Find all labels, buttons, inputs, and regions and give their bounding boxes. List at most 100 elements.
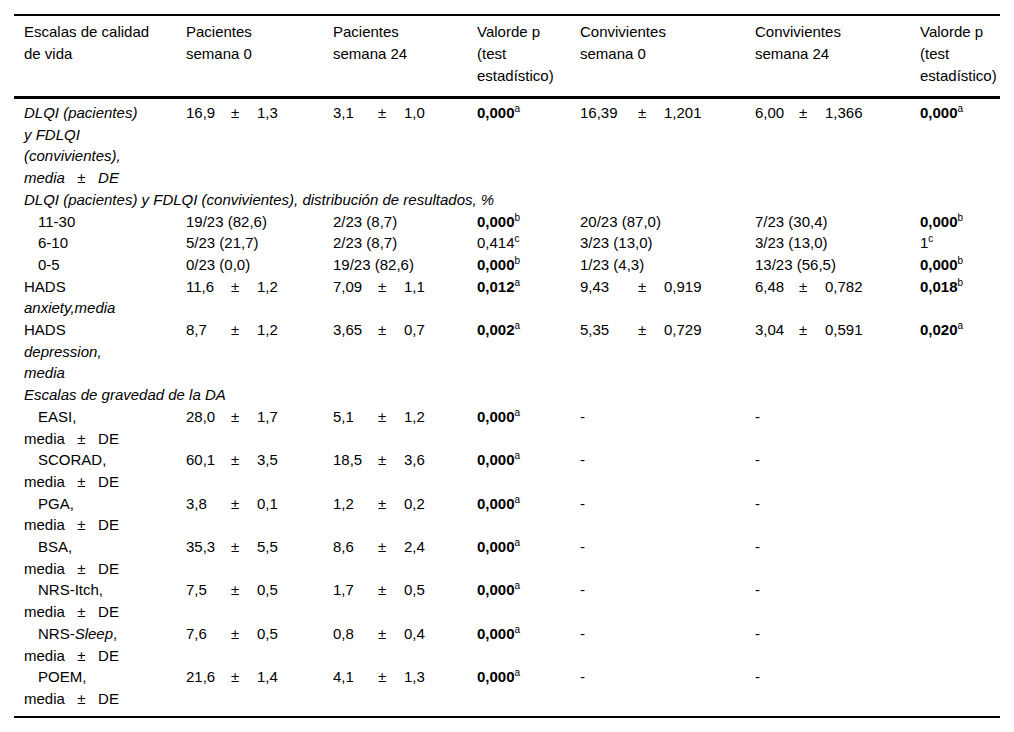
- column-header-pvalue-cohabitants: Valorde p(testestadístico): [910, 21, 1000, 87]
- mean-value: 7,6: [186, 623, 231, 645]
- p-value-cell: 0,000a: [467, 536, 570, 579]
- p-value-cell: 0,002a: [467, 319, 570, 384]
- dash-cell: -: [745, 493, 910, 536]
- header-line: Pacientes: [333, 21, 467, 43]
- p-value: 0,000: [477, 104, 515, 121]
- mean-value: 5,35: [580, 319, 638, 341]
- p-superscript: a: [515, 667, 521, 678]
- count-cell: 20/23 (87,0): [570, 211, 745, 233]
- sd-value: 5,5: [257, 538, 278, 555]
- mean-value: 3,04: [755, 319, 799, 341]
- row-label-cell: NRS-Itch, media ± DE: [14, 579, 176, 622]
- table-row: EASI,media ± DE28,0±1,75,1±1,20,000a--: [14, 406, 1000, 449]
- p-value-cell: 0,000a: [467, 449, 570, 492]
- row-label-line: media ± DE: [24, 514, 176, 536]
- mean-value: 7,09: [333, 276, 378, 298]
- header-line: estadístico): [477, 65, 570, 87]
- mean-sd-cell: 18,5±3,6: [323, 449, 467, 492]
- plus-minus: ±: [378, 406, 404, 428]
- mean-value: 28,0: [186, 406, 231, 428]
- row-label-text: media ± DE: [24, 473, 119, 490]
- sd-value: 1,7: [257, 408, 278, 425]
- row-label-line: media ± DE: [24, 601, 176, 623]
- sd-value: 3,6: [404, 451, 425, 468]
- row-label-text: media ± DE: [24, 430, 119, 447]
- row-label-text: media ± DE: [24, 516, 119, 533]
- mean-sd-cell: 7,6±0,5: [176, 623, 323, 666]
- row-label-line: (convivientes),: [24, 145, 176, 167]
- row-label-line: NRS-Itch,: [24, 579, 176, 601]
- table-header-row: Escalas de calidadde vidaPacientessemana…: [14, 16, 1000, 99]
- mean-value: 16,9: [186, 102, 231, 124]
- row-label-cell: BSA,media ± DE: [14, 536, 176, 579]
- sd-value: 1,1: [404, 278, 425, 295]
- p-superscript: a: [515, 320, 521, 331]
- row-label-text: NRS-Itch,: [38, 581, 103, 598]
- count-cell: 19/23 (82,6): [323, 254, 467, 276]
- row-label-text: media ± DE: [24, 647, 119, 664]
- row-label-line: media ± DE: [24, 471, 176, 493]
- count-cell: 3/23 (13,0): [745, 232, 910, 254]
- mean-sd-cell: 8,6±2,4: [323, 536, 467, 579]
- plus-minus: ±: [231, 319, 257, 341]
- empty-cell: [910, 536, 1000, 579]
- mean-value: 16,39: [580, 102, 638, 124]
- sd-value: 1,2: [257, 278, 278, 295]
- row-label-text: PGA,: [38, 495, 74, 512]
- header-line: Valorde p: [477, 21, 570, 43]
- mean-value: 60,1: [186, 449, 231, 471]
- section-row: DLQI (pacientes) y FDLQI (convivientes),…: [14, 189, 1000, 211]
- p-superscript: a: [515, 103, 521, 114]
- row-label-text: media ± DE: [24, 169, 119, 186]
- p-superscript: a: [515, 580, 521, 591]
- sd-value: 0,2: [404, 495, 425, 512]
- p-value: 0,000: [477, 256, 515, 273]
- dash-cell: -: [570, 536, 745, 579]
- header-line: semana 24: [333, 43, 467, 65]
- p-value: 0,000: [477, 408, 515, 425]
- column-header-patients-week24: Pacientessemana 24: [323, 21, 467, 87]
- mean-sd-cell: 3,04±0,591: [745, 319, 910, 384]
- table-body: DLQI (pacientes)y FDLQI(convivientes),me…: [14, 99, 1000, 716]
- p-value-cell: 1c: [910, 232, 1000, 254]
- column-header-pvalue-patients: Valorde p(testestadístico): [467, 21, 570, 87]
- dash-cell: -: [745, 623, 910, 666]
- mean-value: 3,65: [333, 319, 378, 341]
- row-label-line: POEM,: [24, 666, 176, 688]
- mean-value: 9,43: [580, 276, 638, 298]
- mean-value: 4,1: [333, 666, 378, 688]
- row-label-cell: HADSanxiety,media: [14, 276, 176, 319]
- sd-value: 1,2: [404, 408, 425, 425]
- dash-cell: -: [570, 493, 745, 536]
- dash-cell: -: [570, 406, 745, 449]
- column-header-cohabitants-week24: Convivientessemana 24: [745, 21, 910, 87]
- row-label-text: 11-30: [38, 213, 75, 230]
- plus-minus: ±: [799, 319, 825, 341]
- empty-cell: [910, 579, 1000, 622]
- row-label-line: media ± DE: [24, 428, 176, 450]
- plus-minus: ±: [638, 276, 664, 298]
- count-cell: 7/23 (30,4): [745, 211, 910, 233]
- p-value-cell: 0,000a: [467, 666, 570, 709]
- plus-minus: ±: [378, 666, 404, 688]
- row-label-text: NRS-: [38, 625, 75, 642]
- p-superscript: b: [958, 212, 964, 223]
- p-superscript: b: [515, 255, 521, 266]
- mean-sd-cell: 16,39±1,201: [570, 102, 745, 189]
- sd-value: 0,7: [404, 321, 425, 338]
- sd-value: 0,4: [404, 625, 425, 642]
- header-line: estadístico): [920, 65, 1000, 87]
- p-value: 0,000: [477, 451, 515, 468]
- plus-minus: ±: [378, 623, 404, 645]
- p-value-cell: 0,000b: [910, 211, 1000, 233]
- p-value: 0,000: [477, 581, 515, 598]
- plus-minus: ±: [638, 102, 664, 124]
- mean-sd-cell: 1,7±0,5: [323, 579, 467, 622]
- dash-cell: -: [745, 666, 910, 709]
- mean-sd-cell: 6,48±0,782: [745, 276, 910, 319]
- row-label-text: DLQI (pacientes): [24, 104, 137, 121]
- plus-minus: ±: [799, 276, 825, 298]
- sd-value: 0,782: [825, 278, 863, 295]
- p-value-cell: 0,000a: [467, 579, 570, 622]
- row-label-line: BSA,: [24, 536, 176, 558]
